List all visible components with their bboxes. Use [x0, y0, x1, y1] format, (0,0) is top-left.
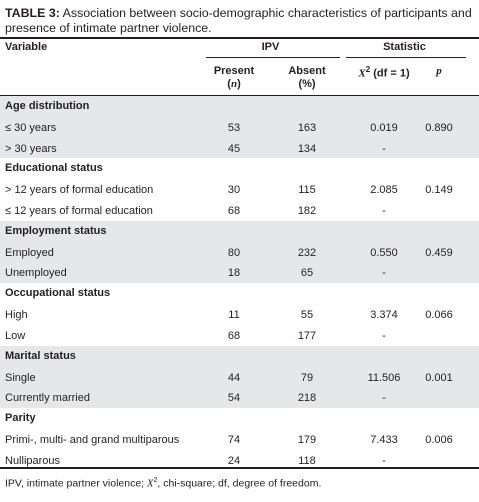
- table-group: Educational status > 12 years of formal e…: [0, 158, 479, 220]
- row-chi-square: -: [382, 329, 386, 342]
- row-absent: 163: [297, 122, 317, 134]
- row-absent: 118: [298, 454, 316, 467]
- table-group: Parity Primi-, multi- and grand multiparo…: [0, 408, 479, 470]
- table-caption: TABLE 3: Association between socio-demog…: [5, 6, 475, 35]
- table-footnote: IPV, intimate partner violence; X2, chi-…: [5, 477, 322, 490]
- group-title: Occupational status: [5, 287, 111, 300]
- row-label: Low: [5, 329, 26, 342]
- row-label: ≤ 12 years of formal education: [5, 205, 153, 218]
- row-chi-square: 3.374: [370, 309, 398, 322]
- row-chi-square: -: [382, 142, 386, 155]
- table-group: Marital status Single 44 79 11.506 0.001 Curre…: [0, 345, 479, 408]
- row-present: 18: [227, 267, 241, 280]
- header-chi-square: X2 (df = 1): [358, 65, 410, 80]
- row-chi-square: 2.085: [370, 184, 398, 197]
- group-title: Educational status: [5, 162, 103, 175]
- row-label: ≤ 30 years: [5, 122, 57, 134]
- row-present: 68: [227, 329, 241, 342]
- row-absent: 79: [300, 371, 314, 384]
- group-title: Employment status: [5, 224, 107, 237]
- row-absent: 218: [297, 392, 317, 405]
- row-absent: 179: [297, 434, 317, 446]
- group-title: Marital status: [5, 349, 76, 362]
- row-present: 68: [227, 205, 241, 218]
- row-label: Employed: [5, 246, 54, 259]
- row-present: 45: [227, 142, 241, 155]
- row-absent: 232: [297, 246, 317, 259]
- table-title: Association between socio-demographic ch…: [5, 6, 472, 35]
- group-title: Age distribution: [5, 100, 90, 112]
- table-label: TABLE 3:: [5, 6, 60, 20]
- row-p-value: 0.006: [425, 434, 453, 446]
- row-label: High: [5, 309, 28, 322]
- row-chi-square: -: [382, 454, 386, 467]
- header-present-n: (n): [227, 78, 241, 90]
- group-title: Parity: [5, 412, 36, 424]
- row-label: Primi-, multi- and grand multiparous: [5, 434, 180, 446]
- row-absent: 115: [298, 184, 316, 197]
- table-group: Employment status Employed 80 232 0.550 0.459…: [0, 220, 479, 284]
- row-label: Single: [5, 371, 36, 384]
- row-p-value: 0.066: [425, 309, 453, 322]
- row-present: 30: [227, 184, 241, 197]
- top-rule: [0, 37, 479, 39]
- table-group: Age distribution ≤ 30 years 53 163 0.019 0.89…: [0, 96, 479, 159]
- row-label: Nulliparous: [5, 454, 61, 467]
- row-p-value: 0.001: [425, 371, 453, 384]
- row-chi-square: -: [382, 392, 386, 405]
- row-absent: 55: [300, 309, 314, 322]
- row-present: 11: [228, 309, 240, 322]
- row-present: 24: [227, 454, 241, 467]
- row-chi-square: 11.506: [367, 371, 401, 384]
- row-label: > 12 years of formal education: [5, 184, 154, 197]
- row-chi-square: -: [382, 205, 386, 218]
- row-chi-square: 0.019: [370, 122, 398, 134]
- header-present: Present: [213, 65, 255, 77]
- row-absent: 134: [297, 142, 317, 155]
- row-label: Currently married: [5, 392, 90, 405]
- table-group: Occupational status High 11 55 3.374 0.066 Low…: [0, 283, 479, 345]
- row-label: > 30 years: [5, 142, 57, 155]
- header-statistic: Statistic: [383, 41, 426, 53]
- row-present: 44: [227, 371, 241, 384]
- header-variable: Variable: [5, 41, 48, 53]
- row-present: 80: [227, 246, 241, 259]
- header-ipv: IPV: [261, 41, 280, 53]
- row-p-value: 0.149: [425, 184, 453, 197]
- row-label: Unemployed: [5, 267, 67, 280]
- header-statistic-underline: [346, 57, 466, 58]
- header-absent: Absent: [288, 65, 326, 77]
- row-absent: 182: [297, 205, 317, 218]
- header-absent-pct: (%): [298, 78, 316, 90]
- header-bottom-rule: [0, 95, 479, 96]
- header-ipv-underline: [206, 57, 340, 58]
- row-p-value: 0.890: [425, 122, 453, 134]
- row-present: 54: [227, 392, 241, 405]
- bottom-rule: [0, 467, 479, 469]
- row-present: 53: [227, 122, 241, 134]
- row-absent: 65: [300, 267, 314, 280]
- row-chi-square: -: [382, 267, 386, 280]
- row-p-value: 0.459: [425, 246, 453, 259]
- row-chi-square: 7.433: [370, 434, 398, 446]
- header-p: p: [436, 65, 442, 77]
- row-absent: 177: [297, 329, 317, 342]
- row-present: 74: [227, 434, 241, 446]
- row-chi-square: 0.550: [370, 246, 398, 259]
